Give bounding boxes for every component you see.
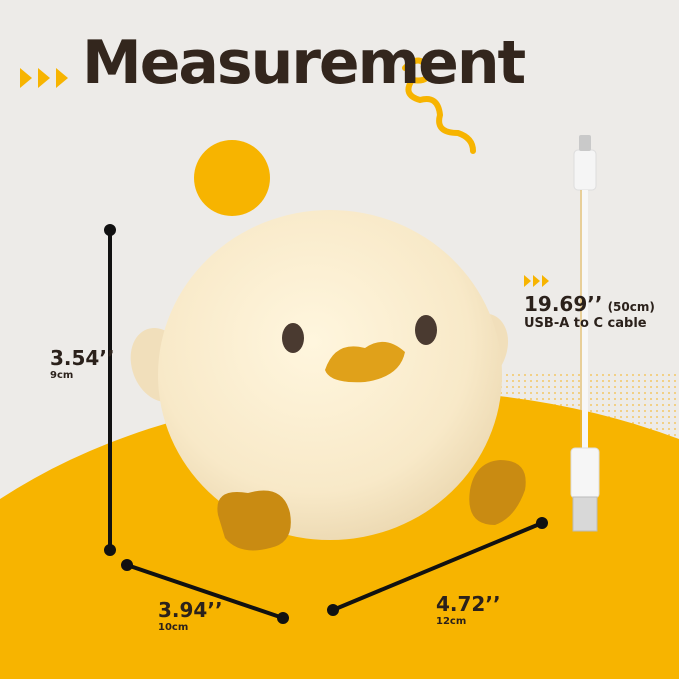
arrows-cable-icon (524, 275, 549, 287)
squiggle-left (36, 496, 90, 515)
duck-lamp (130, 210, 526, 551)
page-title: Measurement (82, 28, 526, 98)
width-cm: 12cm (436, 616, 467, 627)
arrows-title-icon (20, 68, 68, 88)
right-eye (415, 315, 437, 345)
height-label: 3.54’’ 9cm (50, 346, 115, 381)
cable-length-cm: (50cm) (607, 300, 655, 314)
dimension-lines (104, 224, 548, 624)
cable-type: USB-A to C cable (524, 316, 647, 331)
cable-length: 19.69’’ (524, 292, 603, 316)
depth-cm: 10cm (158, 622, 189, 633)
beak (325, 341, 405, 383)
left-eye (282, 323, 304, 353)
depth-label: 3.94’’ 10cm (158, 598, 223, 633)
usb-cable (570, 135, 600, 532)
width-inches: 4.72’’ (436, 592, 501, 616)
width-label: 4.72’’ 12cm (436, 592, 501, 627)
left-foot (217, 490, 291, 551)
depth-inches: 3.94’’ (158, 598, 223, 622)
height-inches: 3.54’’ (50, 346, 115, 370)
squiggle-title (402, 57, 476, 154)
height-cm: 9cm (50, 370, 74, 381)
right-foot (469, 460, 526, 525)
orange-circle (194, 140, 270, 216)
cable-label: 19.69’’ (50cm) USB-A to C cable (524, 292, 655, 331)
